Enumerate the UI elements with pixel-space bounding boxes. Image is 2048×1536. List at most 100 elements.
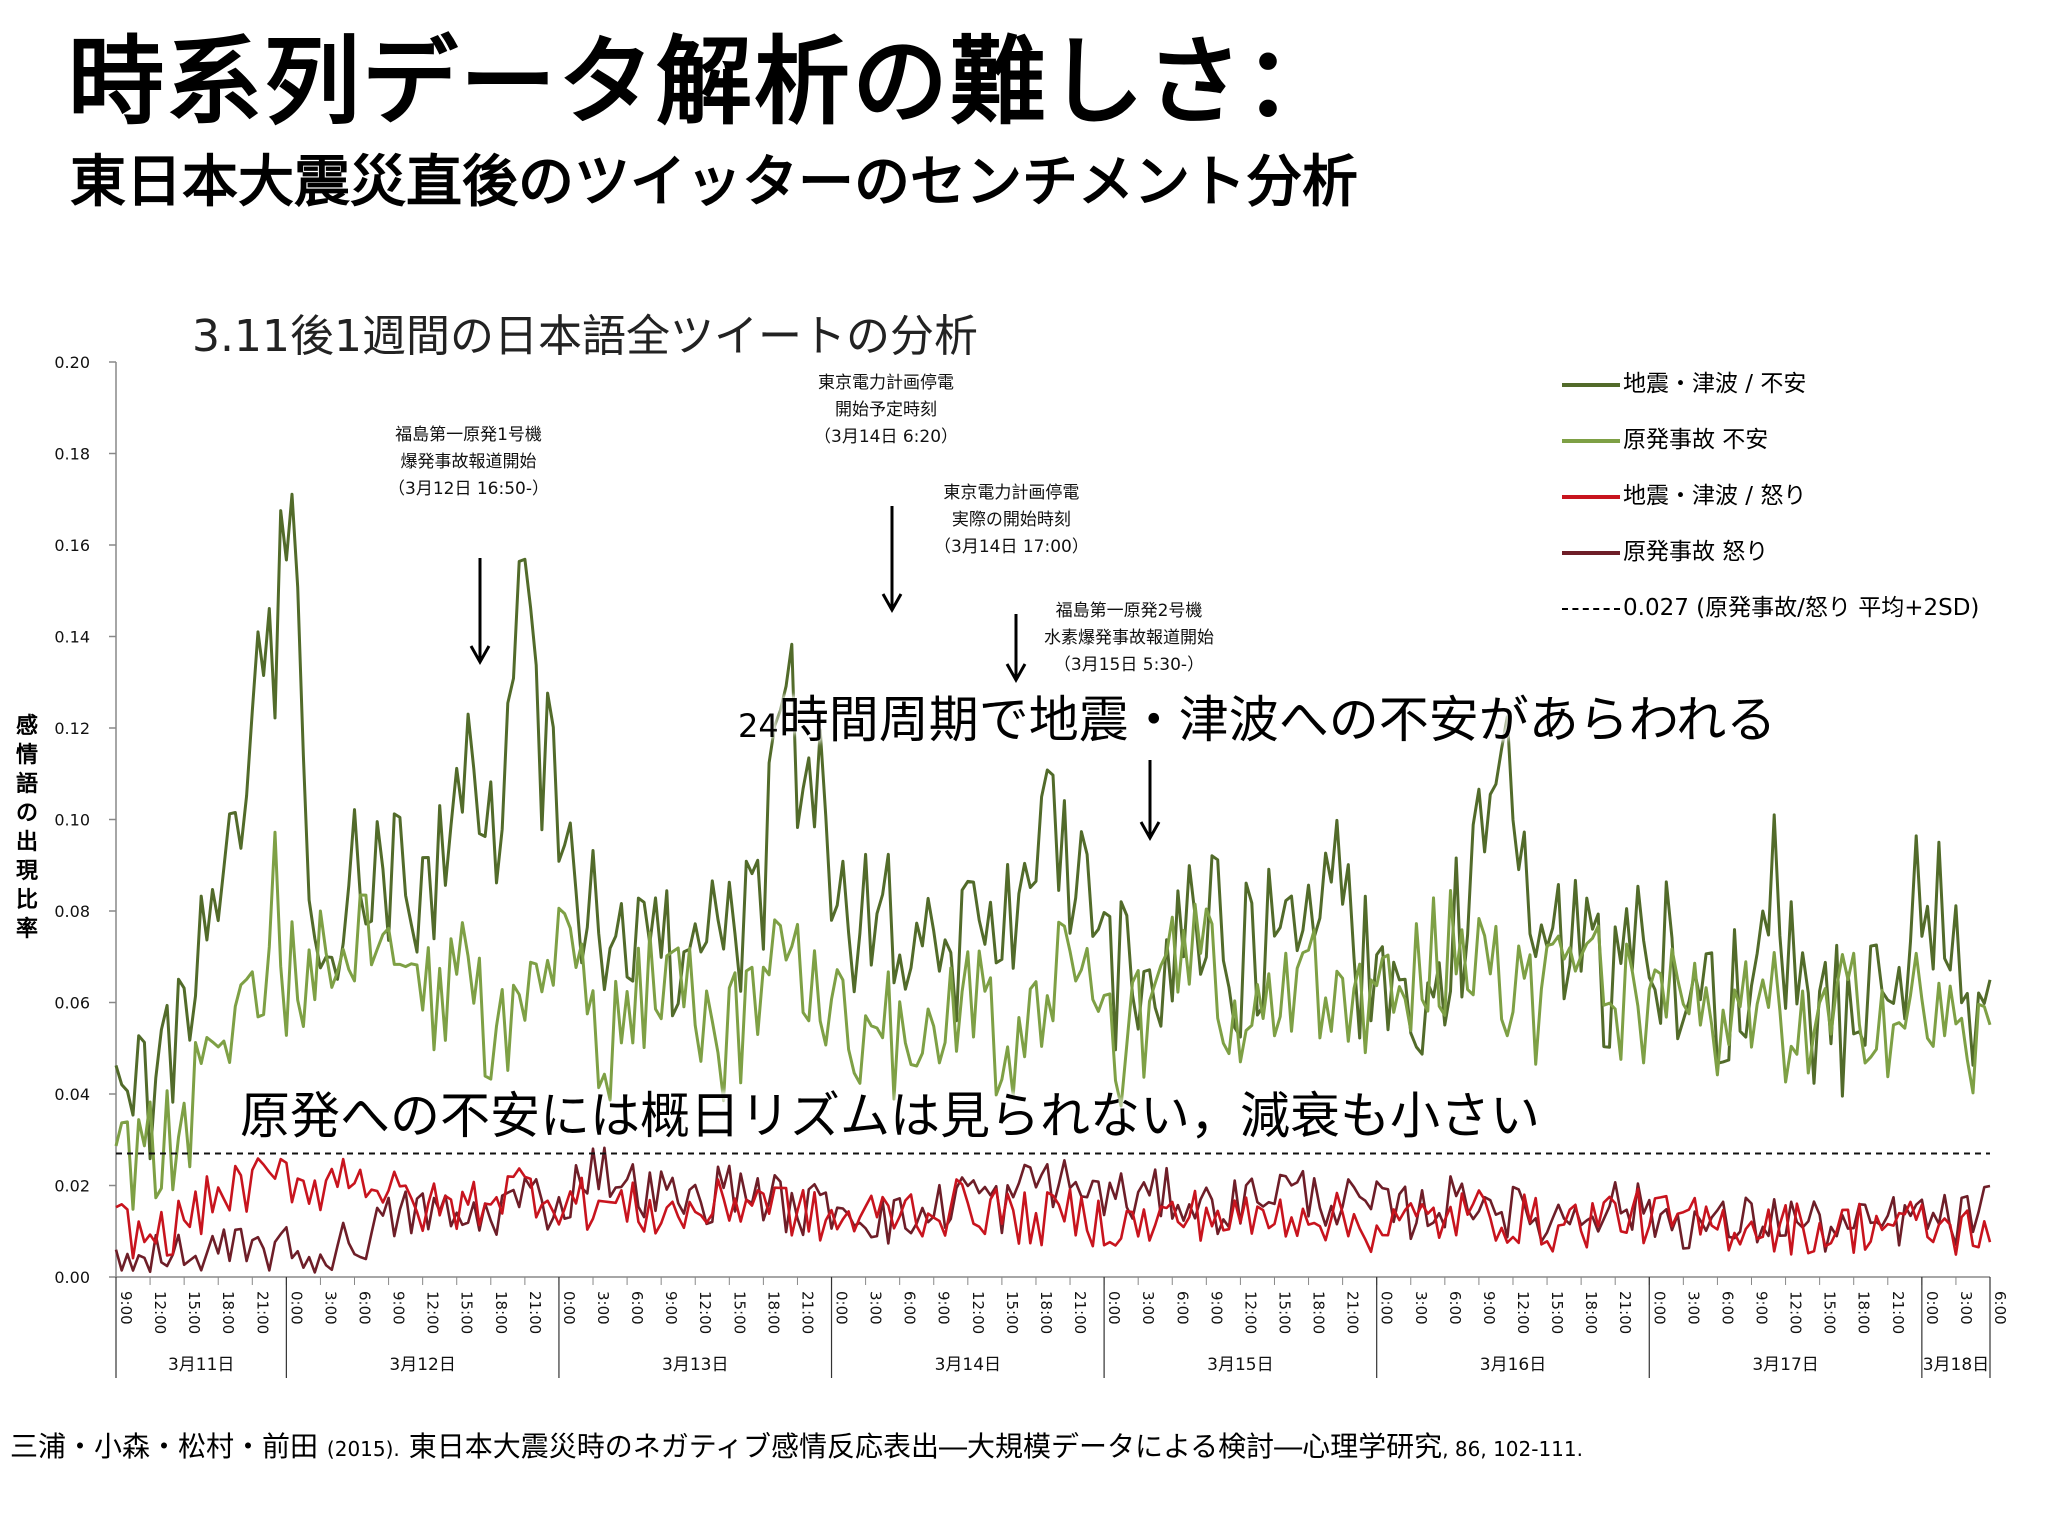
callout-circadian-text: 時間周期で地震・津波への不安があらわれる (778, 691, 1777, 749)
y-axis-label-char: 出 (15, 830, 38, 855)
annotation-line: （3月14日 6:20） (814, 427, 959, 447)
x-tick-label: 3:00 (321, 1291, 339, 1325)
day-label: 3月15日 (1207, 1355, 1273, 1375)
x-tick-label: 9:00 (935, 1291, 953, 1325)
y-axis-label-char: 率 (15, 917, 38, 942)
x-tick-label: 21:00 (526, 1291, 544, 1334)
y-tick-label: 0.12 (54, 719, 90, 738)
legend-swatch (1562, 439, 1620, 443)
y-tick-label: 0.10 (54, 811, 90, 830)
annotation-line: 爆発事故報道開始 (400, 452, 537, 472)
x-tick-label: 18:00 (1582, 1291, 1600, 1334)
event-arrow-head (1139, 821, 1161, 842)
y-tick-label: 0.06 (54, 994, 90, 1013)
x-tick-label: 21:00 (1344, 1291, 1362, 1334)
x-tick-label: 18:00 (1310, 1291, 1328, 1334)
legend-swatch (1562, 495, 1620, 499)
chart-series (114, 492, 1992, 1274)
series-line (114, 1146, 1991, 1274)
y-tick-label: 0.08 (54, 902, 90, 921)
citation-authors: 三浦・小森・松村・前田 (10, 1430, 319, 1463)
callout-circadian: 24時間周期で地震・津波への不安があらわれる (738, 680, 1776, 752)
legend-label: 地震・津波 / 不安 (1623, 371, 1807, 397)
chart-ticks: 0.00 0.02 0.04 0.06 0.08 0.10 0.12 0.14 0.16 0.18… (54, 353, 2009, 1378)
legend: 地震・津波 / 不安 原発事故 不安 地震・津波 / 怒り 原発事故 怒り 0.… (1560, 366, 2040, 646)
legend-swatch (1562, 551, 1620, 555)
annotation-line: 福島第一原発2号機 (1055, 601, 1203, 621)
x-tick-label: 3:00 (1684, 1291, 1702, 1325)
annotation-arrows (469, 506, 1161, 842)
y-tick-label: 0.20 (54, 353, 90, 372)
x-tick-label: 12:00 (1787, 1291, 1805, 1334)
x-tick-label: 0:00 (287, 1291, 305, 1325)
series-line (115, 1157, 1992, 1260)
x-tick-label: 0:00 (1378, 1291, 1396, 1325)
day-label: 3月12日 (389, 1355, 455, 1375)
x-tick-label: 18:00 (1855, 1291, 1873, 1334)
x-tick-label: 9:00 (1752, 1291, 1770, 1325)
x-tick-label: 0:00 (1650, 1291, 1668, 1325)
annotation-line: 実際の開始時刻 (951, 510, 1071, 530)
event-arrow-head (469, 645, 491, 666)
legend-item: 0.027 (原発事故/怒り 平均+2SD) (1560, 590, 2040, 646)
legend-label: 原発事故 不安 (1623, 427, 1769, 453)
annotation-fukushima1: 福島第一原発1号機 爆発事故報道開始 （3月12日 16:50-） (388, 422, 549, 503)
x-tick-label: 9:00 (117, 1291, 135, 1325)
x-tick-label: 18:00 (1037, 1291, 1055, 1334)
y-tick-label: 0.14 (54, 628, 90, 647)
x-tick-label: 21:00 (798, 1291, 816, 1334)
callout-circadian-number: 24 (738, 707, 779, 745)
annotation-blackout-plan: 東京電力計画停電 開始予定時刻 （3月14日 6:20） (814, 370, 958, 451)
x-tick-label: 21:00 (253, 1291, 271, 1334)
x-tick-label: 3:00 (1412, 1291, 1430, 1325)
day-label: 3月13日 (662, 1355, 728, 1375)
event-arrow-head (1005, 663, 1027, 684)
x-tick-label: 0:00 (1923, 1291, 1941, 1325)
x-tick-label: 9:00 (1207, 1291, 1225, 1325)
x-tick-label: 12:00 (696, 1291, 714, 1334)
legend-label: 原発事故 怒り (1623, 539, 1769, 565)
annotation-line: 東京電力計画停電 (818, 373, 955, 393)
x-tick-label: 12:00 (424, 1291, 442, 1334)
x-tick-label: 6:00 (1173, 1291, 1191, 1325)
event-arrow-head (881, 593, 903, 614)
annotation-line: 水素爆発事故報道開始 (1044, 628, 1214, 648)
x-tick-label: 6:00 (1718, 1291, 1736, 1325)
series-line (114, 830, 1992, 1211)
citation: 三浦・小森・松村・前田 (2015). 東日本大震災時のネガティブ感情反応表出―… (10, 1425, 1583, 1465)
x-tick-label: 15:00 (458, 1291, 476, 1334)
y-tick-label: 0.18 (54, 445, 90, 464)
annotation-line: 東京電力計画停電 (943, 483, 1080, 503)
x-tick-label: 6:00 (356, 1291, 374, 1325)
x-tick-label: 0:00 (1105, 1291, 1123, 1325)
annotation-line: 開始予定時刻 (835, 400, 938, 420)
x-tick-label: 21:00 (1071, 1291, 1089, 1334)
callout-nuclear: 原発への不安には概日リズムは見られない，減衰も小さい (240, 1087, 1540, 1145)
x-tick-label: 0:00 (833, 1291, 851, 1325)
day-label: 3月18日 (1923, 1355, 1989, 1375)
x-tick-label: 18:00 (764, 1291, 782, 1334)
x-tick-label: 0:00 (560, 1291, 578, 1325)
y-tick-label: 0.04 (54, 1085, 90, 1104)
legend-swatch (1562, 383, 1620, 387)
x-tick-label: 21:00 (1616, 1291, 1634, 1334)
day-label: 3月11日 (168, 1355, 234, 1375)
x-tick-label: 12:00 (1514, 1291, 1532, 1334)
x-tick-label: 15:00 (1275, 1291, 1293, 1334)
y-tick-label: 0.00 (54, 1268, 90, 1287)
x-tick-label: 15:00 (1821, 1291, 1839, 1334)
annotation-blackout-actual: 東京電力計画停電 実際の開始時刻 （3月14日 17:00） (934, 480, 1089, 561)
x-tick-label: 21:00 (1889, 1291, 1907, 1334)
y-axis-label-char: 感 (15, 714, 38, 739)
chart-title: 3.11後1週間の日本語全ツイートの分析 (192, 311, 978, 362)
x-tick-label: 12:00 (151, 1291, 169, 1334)
legend-item: 原発事故 不安 (1560, 422, 2040, 478)
annotation-line: （3月14日 17:00） (934, 537, 1089, 557)
legend-item: 地震・津波 / 不安 (1560, 366, 2040, 422)
x-tick-label: 3:00 (594, 1291, 612, 1325)
x-tick-label: 15:00 (1548, 1291, 1566, 1334)
citation-year: (2015). (326, 1437, 400, 1461)
y-axis-label-char: の (15, 801, 38, 826)
y-axis-label: 感情語の出現比率 (12, 712, 42, 944)
x-tick-label: 9:00 (390, 1291, 408, 1325)
